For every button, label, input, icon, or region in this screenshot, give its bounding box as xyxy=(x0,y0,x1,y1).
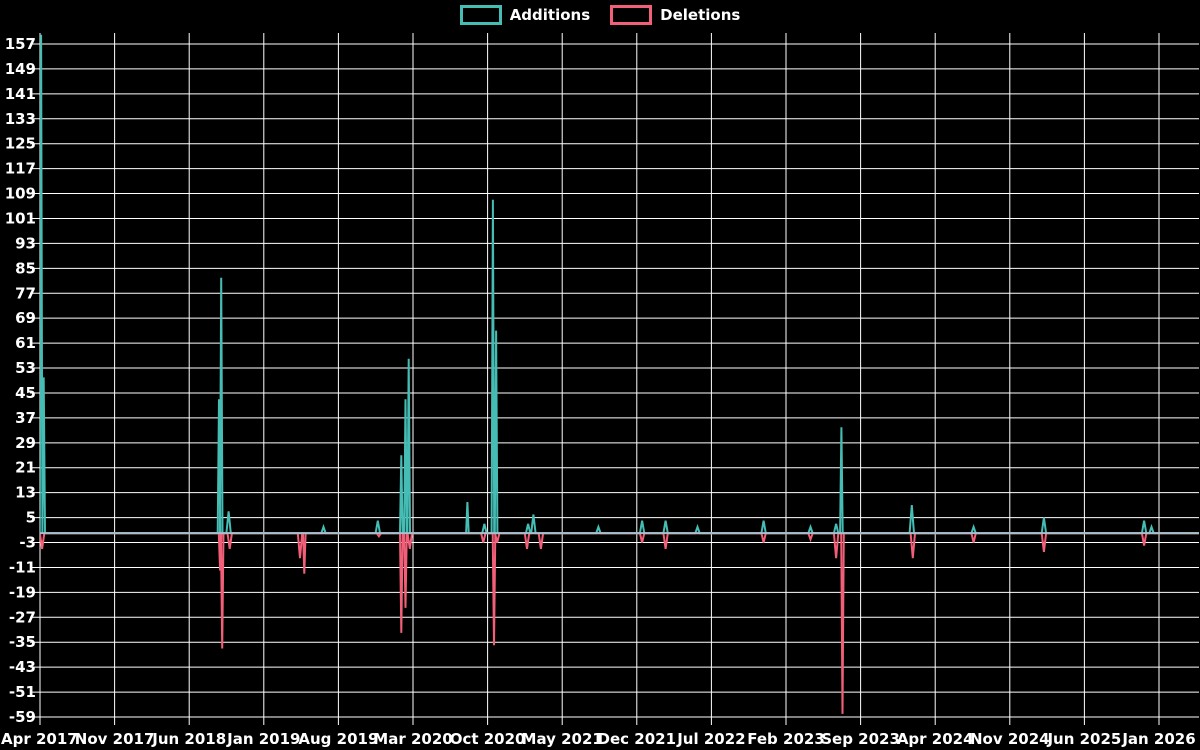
x-gridlines xyxy=(39,33,1160,725)
x-tick-label: Jan 2026 xyxy=(1121,730,1195,748)
x-tick-label: Feb 2023 xyxy=(747,730,825,748)
y-tick-label: 149 xyxy=(5,60,36,78)
y-tick-label: 69 xyxy=(15,309,36,327)
legend-item-deletions[interactable]: Deletions xyxy=(610,5,740,25)
y-tick-label: 157 xyxy=(5,35,36,53)
y-tick-label: 133 xyxy=(5,110,36,128)
y-tick-label: -43 xyxy=(9,658,36,676)
deletions-series-path xyxy=(40,532,1199,714)
y-tick-labels: 157 149 141 133 125 117 109 101 93 85 77 69 61 53 45 37… xyxy=(5,35,36,726)
y-tick-label: -3 xyxy=(19,534,36,552)
x-tick-label: Sep 2023 xyxy=(821,730,900,748)
additions-series-path xyxy=(40,34,1199,535)
x-tick-label: Jun 2025 xyxy=(1046,730,1121,748)
y-tick-label: 29 xyxy=(15,434,36,452)
y-tick-label: 101 xyxy=(5,209,36,227)
legend-item-additions[interactable]: Additions xyxy=(459,5,591,25)
y-tick-label: 13 xyxy=(15,484,36,502)
x-tick-label: Mar 2020 xyxy=(373,730,452,748)
x-tick-label: Nov 2024 xyxy=(970,730,1050,748)
additions-swatch-icon xyxy=(459,5,502,25)
y-tick-label: 53 xyxy=(15,359,36,377)
y-tick-label: 93 xyxy=(15,234,36,252)
y-tick-label: 45 xyxy=(15,384,36,402)
y-tick-label: 85 xyxy=(15,259,36,277)
deletions-swatch-icon xyxy=(610,5,653,25)
x-tick-label: Dec 2021 xyxy=(598,730,677,748)
y-tick-label: -11 xyxy=(9,558,36,576)
x-tick-label: Apr 2017 xyxy=(1,730,78,748)
y-tick-label: -27 xyxy=(9,608,36,626)
y-tick-label: 125 xyxy=(5,135,36,153)
x-tick-label: Jan 2019 xyxy=(226,730,300,748)
y-tick-label: -59 xyxy=(9,708,36,726)
y-tick-label: 5 xyxy=(26,509,36,527)
y-tick-label: 77 xyxy=(15,284,36,302)
y-tick-label: 61 xyxy=(15,334,36,352)
x-tick-label: Jul 2022 xyxy=(676,730,745,748)
additions-legend-label: Additions xyxy=(509,5,591,24)
y-tick-label: 117 xyxy=(5,160,36,178)
y-tick-label: 141 xyxy=(5,85,36,103)
y-tick-label: 21 xyxy=(15,459,36,477)
x-tick-label: Apr 2024 xyxy=(897,730,974,748)
y-tick-label: 109 xyxy=(5,185,36,203)
x-tick-label: Oct 2020 xyxy=(450,730,526,748)
x-tick-label: Nov 2017 xyxy=(75,730,155,748)
chart-legend: Additions Deletions xyxy=(0,5,1200,25)
y-gridlines xyxy=(30,43,1199,718)
x-tick-label: May 2021 xyxy=(522,730,603,748)
x-tick-label: Aug 2019 xyxy=(298,730,378,748)
y-tick-label: -35 xyxy=(9,633,36,651)
y-tick-label: 37 xyxy=(15,409,36,427)
y-tick-label: -51 xyxy=(9,683,36,701)
y-tick-label: -19 xyxy=(9,583,36,601)
deletions-legend-label: Deletions xyxy=(660,5,741,24)
x-tick-label: Jun 2018 xyxy=(151,730,226,748)
